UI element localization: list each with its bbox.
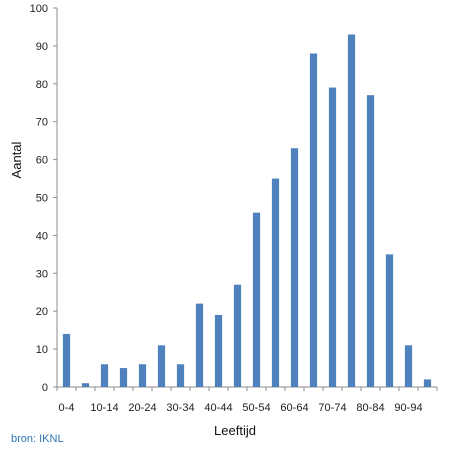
bar-0-4 bbox=[62, 333, 71, 387]
bar-5-9 bbox=[81, 383, 90, 387]
bar-60-64 bbox=[290, 148, 299, 387]
x-tick-label: 40-44 bbox=[204, 402, 232, 414]
bar-15-19 bbox=[119, 368, 128, 387]
x-tick-label: 90-94 bbox=[394, 402, 422, 414]
y-tick-label: 60 bbox=[36, 155, 48, 167]
y-axis: 0 10 20 30 40 50 60 70 80 90 100 bbox=[30, 3, 58, 394]
bar-65-69 bbox=[309, 53, 318, 387]
x-tick-label: 30-34 bbox=[166, 402, 194, 414]
y-tick-label: 40 bbox=[36, 230, 48, 242]
y-tick-label: 70 bbox=[36, 117, 48, 129]
bar-95-99 bbox=[423, 379, 432, 387]
bar-80-84 bbox=[366, 95, 375, 388]
bar-50-54 bbox=[252, 212, 261, 387]
y-tick-label: 100 bbox=[30, 3, 48, 15]
bar-10-14 bbox=[100, 364, 109, 387]
bar-55-59 bbox=[271, 178, 280, 387]
x-tick-label: 20-24 bbox=[128, 402, 156, 414]
x-tick-label: 60-64 bbox=[280, 402, 308, 414]
y-tick-label: 80 bbox=[36, 79, 48, 91]
bar-35-39 bbox=[195, 303, 204, 387]
bar-30-34 bbox=[176, 364, 185, 387]
bar-25-29 bbox=[157, 345, 166, 387]
y-tick-label: 0 bbox=[42, 382, 48, 394]
y-axis-title: Aantal bbox=[9, 141, 24, 178]
x-tick-label: 10-14 bbox=[90, 402, 118, 414]
bar-70-74 bbox=[328, 87, 337, 387]
bar-series bbox=[62, 34, 432, 388]
x-axis-title: Leeftijd bbox=[214, 423, 256, 438]
y-tick-label: 10 bbox=[36, 344, 48, 356]
bar-75-79 bbox=[347, 34, 356, 387]
bar-40-44 bbox=[214, 314, 223, 387]
x-tick-label: 80-84 bbox=[356, 402, 384, 414]
x-axis: 0-4 10-14 20-24 30-34 40-44 50-54 60-64 70-74 80… bbox=[56, 386, 438, 414]
x-tick-label: 50-54 bbox=[242, 402, 270, 414]
y-tick-label: 30 bbox=[36, 268, 48, 280]
x-tick-label: 0-4 bbox=[59, 402, 75, 414]
bar-85-89 bbox=[385, 254, 394, 387]
x-tick-label: 70-74 bbox=[318, 402, 346, 414]
y-tick-label: 20 bbox=[36, 306, 48, 318]
bar-45-49 bbox=[233, 284, 242, 387]
bar-90-94 bbox=[404, 345, 413, 387]
source-note: bron: IKNL bbox=[11, 433, 64, 445]
y-tick-label: 50 bbox=[36, 193, 48, 205]
bar-20-24 bbox=[138, 364, 147, 387]
y-tick-label: 90 bbox=[36, 41, 48, 53]
